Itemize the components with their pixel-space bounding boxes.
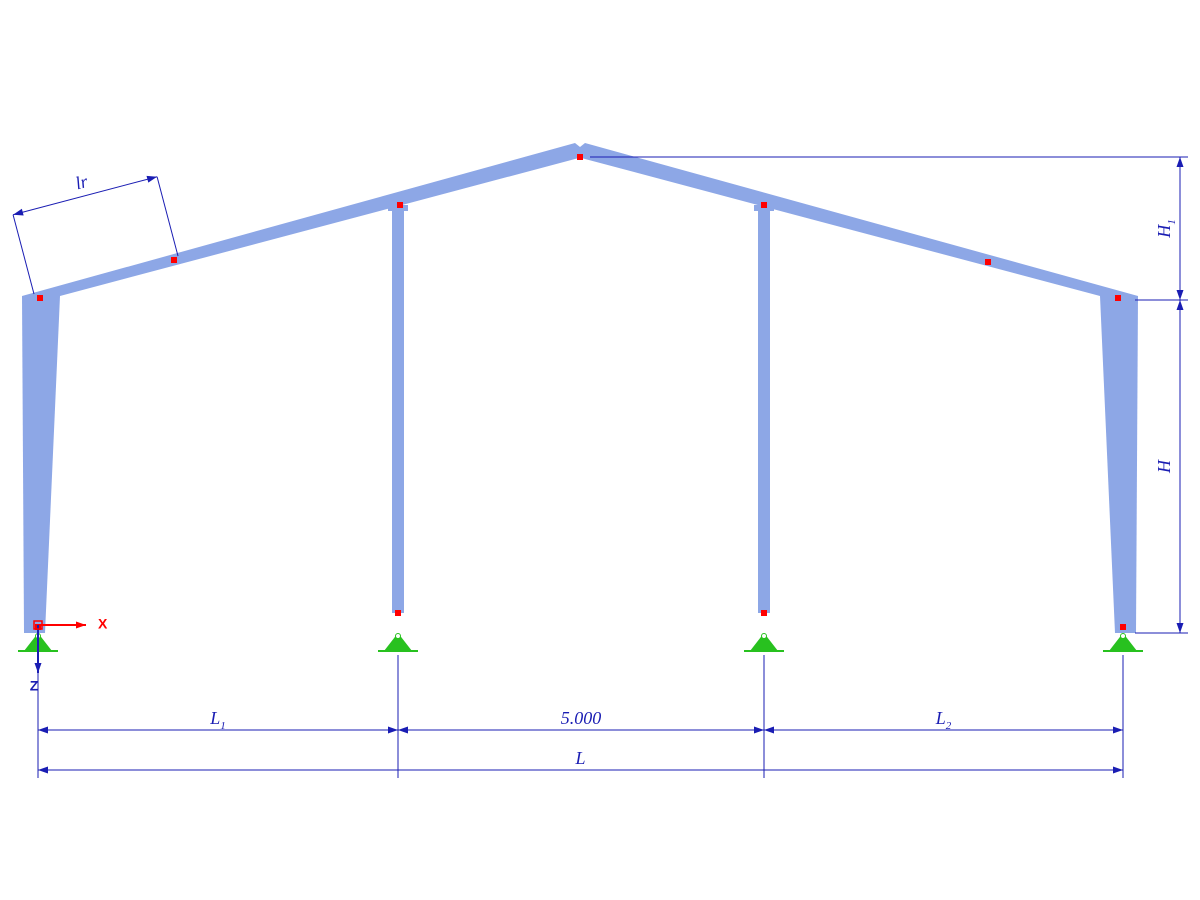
node-marker: [761, 202, 767, 208]
pinned-support: [378, 633, 418, 651]
svg-text:H1: H1: [1154, 219, 1177, 239]
dimension-label: L2: [935, 708, 952, 731]
node-marker: [985, 259, 991, 265]
node-marker: [1115, 295, 1121, 301]
axis-z-label: Z: [30, 678, 39, 694]
frame-member: [1100, 296, 1138, 633]
pinned-support: [744, 633, 784, 651]
node-marker: [171, 257, 177, 263]
svg-text:H: H: [1154, 459, 1174, 474]
node-marker: [395, 610, 401, 616]
dimension-label: lr: [73, 171, 91, 194]
axis-x-label: X: [98, 616, 108, 632]
node-marker: [397, 202, 403, 208]
dimension-label: 5.000: [561, 708, 602, 728]
svg-text:L: L: [574, 748, 585, 768]
node-marker: [1120, 624, 1126, 630]
frame-member: [22, 296, 60, 633]
frame-member: [392, 210, 404, 613]
pinned-support: [1103, 633, 1143, 651]
node-marker: [37, 295, 43, 301]
structural-frame-diagram: X Z L1 5.000 L2 L H H1 lr: [0, 0, 1200, 900]
node-marker: [761, 610, 767, 616]
frame-member: [758, 210, 770, 613]
dimension-label: L1: [209, 708, 226, 731]
frame-member: [22, 143, 590, 296]
node-marker: [577, 154, 583, 160]
frame-member: [570, 143, 1138, 296]
